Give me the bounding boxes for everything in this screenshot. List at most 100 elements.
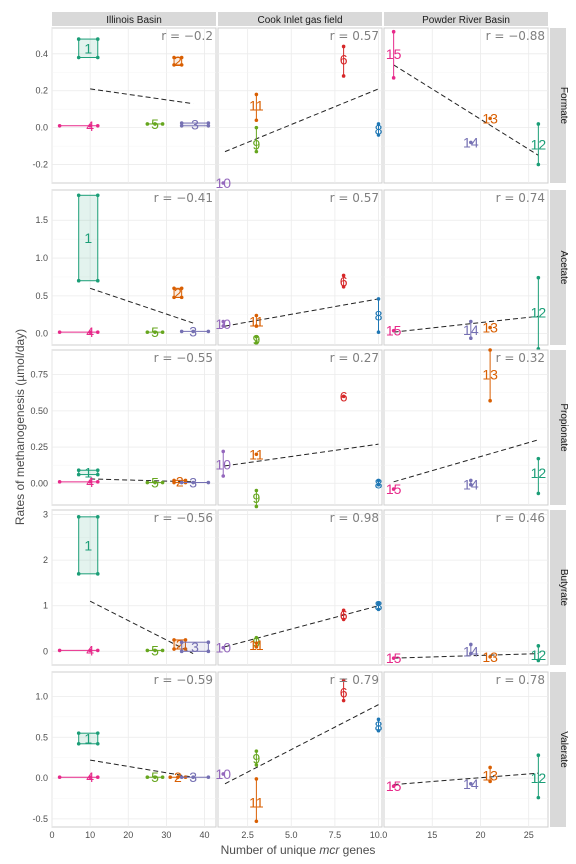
sample-label: 15 [386,323,402,339]
sample-label: 13 [482,367,498,383]
data-point [206,640,211,645]
y-tick-label: 1.0 [35,691,48,701]
row-strip-label: Propionate [558,403,569,452]
panel-background [217,189,383,346]
sample-13: 13 [482,348,498,403]
data-point [176,775,180,780]
data-point [341,678,346,682]
data-point [95,468,100,473]
data-point [469,140,473,145]
panel-butyrate-11: 15 14 13 12 r = 0.46 [383,509,549,666]
sample-label: 10 [215,766,231,782]
sample-11: 11 [249,637,264,653]
x-tick-label: 15 [427,830,437,840]
sample-label: 3 [189,769,197,785]
sample-3: 3 [179,769,211,785]
sample-1: 1 [76,37,100,60]
data-point [153,775,157,780]
sample-label: 13 [482,768,498,784]
data-point [341,617,346,622]
data-point [469,478,473,483]
panel-propionate-7: 6 8 9 10 11 r = 0.27 [215,349,383,509]
sample-label: 15 [386,46,402,62]
correlation-label: r = 0.57 [330,191,379,205]
data-point [341,74,346,78]
x-tick-label: 40 [200,830,210,840]
data-point [76,472,81,477]
data-point [391,29,396,34]
sample-14: 14 [463,319,479,340]
data-point [206,121,211,125]
sample-1: 1 [76,193,100,283]
sample-label: 13 [482,320,498,336]
regression-line [393,315,539,333]
correlation-label: r = −0.88 [486,29,545,43]
sample-1: 1 [76,730,100,746]
sample-label: 12 [531,465,547,481]
range-box [78,38,99,59]
y-tick-label: 0.75 [30,370,48,380]
data-point [376,478,381,483]
sample-10: 10 [215,316,231,332]
sample-label: 14 [463,776,479,792]
correlation-label: r = −0.55 [154,351,213,365]
y-tick-label: 0.4 [35,49,48,59]
sample-label: 3 [189,475,197,491]
panel-background [51,671,217,828]
data-point [254,504,259,509]
x-tick-label: 25 [524,830,534,840]
data-point [95,731,100,735]
sample-label: 10 [215,316,231,332]
sample-14: 14 [463,776,479,792]
sample-11: 11 [249,446,264,462]
data-point [341,273,346,278]
column-strip-label: Cook Inlet gas field [257,15,342,26]
data-point [488,654,492,659]
sample-label: 6 [340,388,348,404]
y-tick-label: 2 [43,555,48,565]
regression-line [90,88,194,105]
sample-3: 3 [179,323,211,339]
sample-label: 9 [252,136,260,152]
correlation-label: r = 0.57 [330,29,379,43]
regression-line [224,605,379,648]
sample-10: 10 [215,766,231,782]
sample-label: 8 [375,121,383,137]
sample-label: 4 [86,324,94,340]
sample-6: 6 [340,44,348,78]
data-point [206,775,211,780]
sample-label: 3 [191,116,199,132]
range-box [181,641,209,652]
sample-label: 1 [84,40,92,56]
data-point [469,336,473,340]
row-strip-label: Formate [558,87,569,125]
panel-formate-1: 6 8 9 10 11 r = 0.57 [215,27,383,191]
row-strip-4 [550,672,566,827]
panels-layer: Illinois Basin Cook Inlet gas field Powder… [30,12,569,840]
sample-label: 2 [174,769,182,785]
sample-label: 15 [386,481,402,497]
data-point [160,648,165,653]
data-point [254,149,259,154]
data-point [88,123,92,128]
sample-13: 13 [482,765,498,784]
sample-label: 15 [386,778,402,794]
y-tick-label: 0.5 [35,732,48,742]
sample-label: 12 [531,647,547,663]
data-point [341,44,346,49]
sample-5: 5 [145,324,165,340]
data-point [88,480,92,484]
correlation-label: r = −0.59 [154,673,213,687]
y-tick-label: 0.5 [35,291,48,301]
sample-label: 11 [249,446,264,462]
x-tick-label: 20 [475,830,485,840]
data-point [391,328,396,333]
sample-label: 1 [84,537,92,553]
data-point [172,480,176,485]
data-point [76,572,81,576]
data-point [391,487,396,491]
data-point [376,717,381,722]
sample-13: 13 [482,110,498,126]
data-point [221,449,226,454]
data-point [536,456,541,461]
